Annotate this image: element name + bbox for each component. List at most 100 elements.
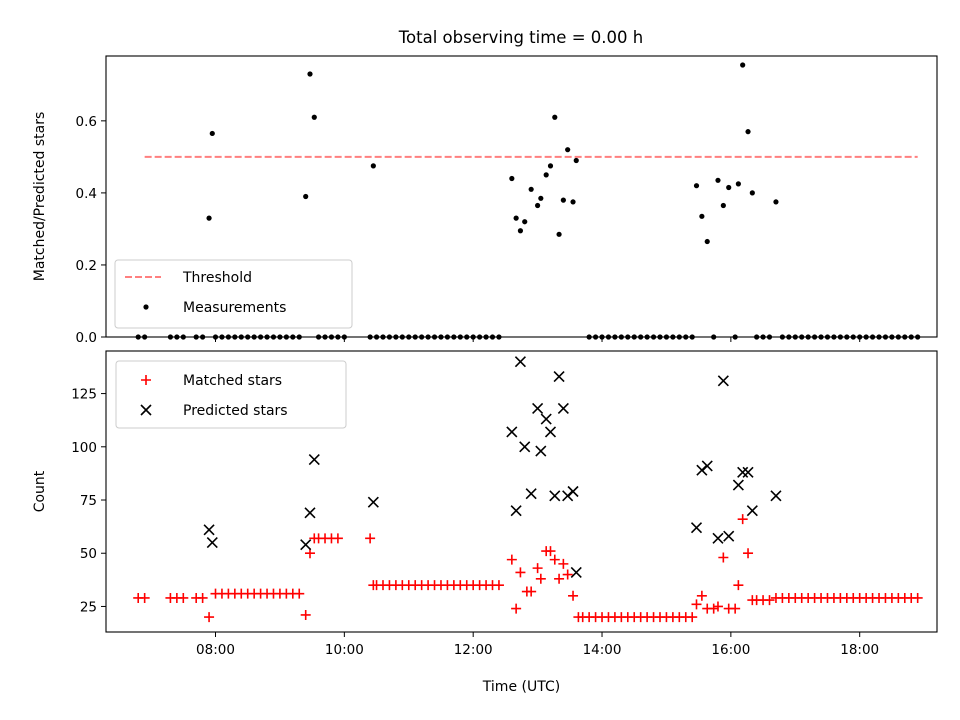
matched-point bbox=[300, 609, 311, 620]
matched-point bbox=[743, 548, 754, 559]
measurement-point bbox=[513, 215, 519, 221]
x-axis-label: Time (UTC) bbox=[482, 679, 560, 695]
legend-marker bbox=[141, 375, 151, 385]
measurement-point bbox=[745, 129, 751, 135]
y-tick-label: 100 bbox=[71, 440, 97, 456]
measurement-point bbox=[749, 190, 755, 196]
matched-point bbox=[912, 592, 923, 603]
predicted-point bbox=[723, 530, 735, 542]
predicted-point bbox=[737, 466, 749, 478]
predicted-point bbox=[770, 490, 782, 502]
predicted-point bbox=[510, 505, 522, 517]
predicted-point bbox=[712, 532, 724, 544]
measurement-point bbox=[726, 184, 732, 191]
legend-label: Threshold bbox=[182, 270, 252, 286]
measurement-point bbox=[311, 114, 317, 120]
matched-point bbox=[515, 567, 526, 578]
predicted-point bbox=[535, 445, 547, 457]
series-predicted-stars bbox=[203, 356, 782, 578]
predicted-point bbox=[300, 539, 312, 551]
measurement-point bbox=[517, 228, 524, 234]
predicted-point bbox=[525, 488, 537, 500]
predicted-point bbox=[506, 426, 518, 438]
matched-point bbox=[737, 514, 748, 525]
measurement-point bbox=[552, 114, 558, 120]
legend-label: Matched stars bbox=[183, 373, 282, 389]
y-tick-label: 0.0 bbox=[76, 330, 97, 346]
matched-point bbox=[204, 612, 215, 623]
legend-box bbox=[114, 259, 353, 329]
matched-point bbox=[511, 603, 522, 614]
y-tick-label: 0.2 bbox=[76, 258, 97, 274]
y-tick-label: 50 bbox=[80, 546, 97, 562]
predicted-point bbox=[544, 426, 557, 438]
predicted-point bbox=[701, 460, 713, 472]
measurement-point bbox=[370, 163, 376, 169]
measurement-point bbox=[704, 238, 710, 245]
measurement-point bbox=[699, 213, 705, 219]
measurement-point bbox=[543, 172, 549, 178]
measurement-point bbox=[522, 219, 528, 225]
x-tick-label: 16:00 bbox=[711, 642, 750, 658]
matched-point bbox=[506, 554, 517, 565]
y-axis-label: Count bbox=[32, 470, 48, 512]
matched-point bbox=[545, 546, 556, 557]
x-tick-label: 10:00 bbox=[325, 642, 364, 658]
predicted-point bbox=[203, 524, 215, 536]
matched-point bbox=[332, 533, 343, 544]
measurement-point bbox=[573, 157, 579, 164]
matched-point bbox=[730, 603, 741, 614]
matched-point bbox=[535, 573, 546, 584]
matched-point bbox=[568, 590, 579, 601]
bottom-panel: 08:00 10:00 12:00 14:00 16:00 18:00 25 50 75 100 1… bbox=[32, 350, 938, 695]
legend: Threshold Measurements bbox=[114, 259, 353, 329]
legend-label: Predicted stars bbox=[183, 403, 288, 419]
measurement-point bbox=[570, 199, 576, 205]
measurement-point bbox=[535, 202, 541, 209]
predicted-point bbox=[732, 479, 744, 491]
predicted-point bbox=[717, 375, 729, 387]
y-axis-label: Matched/Predicted stars bbox=[32, 112, 48, 282]
matched-point bbox=[733, 580, 744, 591]
legend-marker bbox=[140, 404, 152, 416]
measurement-point bbox=[303, 193, 309, 200]
matched-point bbox=[365, 533, 376, 544]
predicted-point bbox=[690, 522, 703, 534]
y-tick-label: 25 bbox=[80, 599, 97, 615]
predicted-point bbox=[308, 454, 320, 466]
measurement-point bbox=[560, 197, 566, 203]
predicted-point bbox=[549, 490, 561, 502]
x-tick-label: 12:00 bbox=[454, 642, 493, 658]
chart-title: Total observing time = 0.00 h bbox=[398, 28, 643, 47]
matched-point bbox=[562, 569, 573, 580]
predicted-point bbox=[514, 356, 526, 368]
matched-point bbox=[764, 595, 775, 606]
measurement-point bbox=[206, 215, 212, 221]
matched-point bbox=[532, 563, 543, 574]
matched-point bbox=[718, 552, 729, 563]
matched-point bbox=[139, 592, 150, 603]
predicted-point bbox=[367, 496, 379, 508]
legend-marker bbox=[143, 304, 149, 310]
matched-point bbox=[526, 586, 537, 597]
measurement-point bbox=[528, 186, 534, 192]
series-matched-stars bbox=[133, 514, 923, 623]
matched-point bbox=[493, 580, 504, 591]
measurement-point bbox=[715, 177, 721, 183]
legend-label: Measurements bbox=[183, 300, 286, 316]
measurement-point bbox=[693, 183, 700, 189]
y-tick-label: 125 bbox=[71, 387, 97, 403]
measurement-point bbox=[773, 199, 779, 205]
matched-point bbox=[558, 558, 569, 569]
legend: Matched stars Predicted stars bbox=[115, 360, 347, 429]
top-panel: 0.0 0.2 0.4 0.6 Matched/Predicted stars Thres… bbox=[32, 55, 938, 346]
x-tick-label: 08:00 bbox=[196, 642, 235, 658]
measurement-point bbox=[565, 147, 571, 153]
measurement-point bbox=[740, 62, 746, 68]
predicted-point bbox=[532, 402, 544, 415]
predicted-point bbox=[519, 441, 531, 453]
predicted-point bbox=[540, 413, 552, 425]
y-tick-label: 0.4 bbox=[76, 186, 97, 202]
y-tick-label: 0.6 bbox=[76, 114, 97, 130]
